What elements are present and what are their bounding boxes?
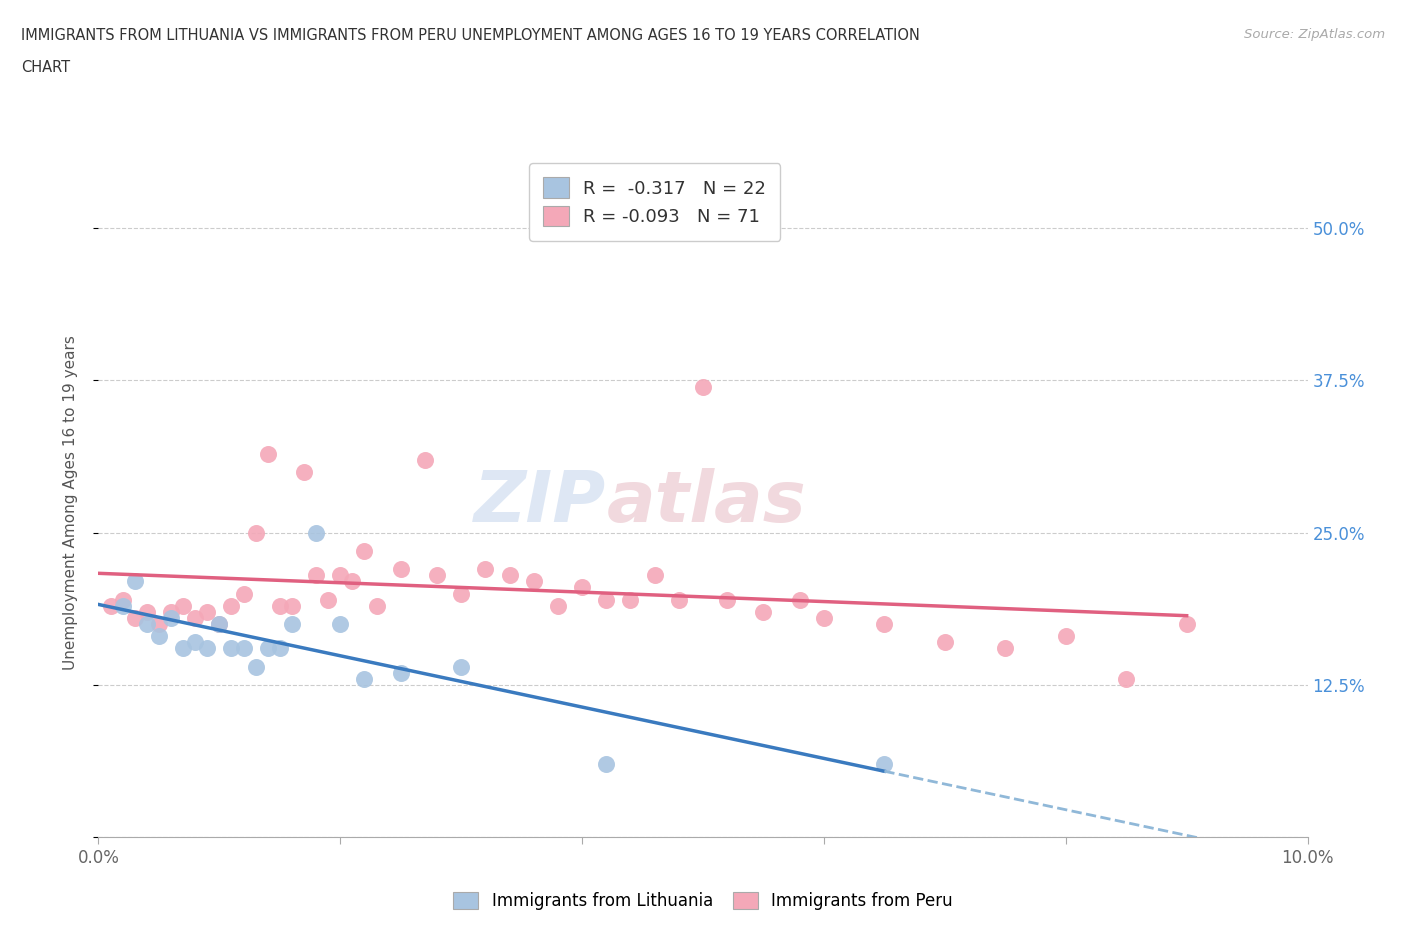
- Point: [873, 617, 896, 631]
- Point: [329, 568, 352, 583]
- Point: [366, 598, 388, 613]
- Point: [342, 574, 364, 589]
- Point: [135, 617, 157, 631]
- Point: [124, 574, 146, 589]
- Point: [523, 574, 546, 589]
- Point: [172, 641, 194, 656]
- Y-axis label: Unemployment Among Ages 16 to 19 years: Unemployment Among Ages 16 to 19 years: [63, 335, 77, 670]
- Point: [353, 671, 375, 686]
- Point: [329, 617, 352, 631]
- Point: [256, 446, 278, 461]
- Point: [232, 586, 254, 601]
- Point: [668, 592, 690, 607]
- Point: [389, 562, 412, 577]
- Point: [994, 641, 1017, 656]
- Point: [269, 641, 291, 656]
- Point: [281, 617, 304, 631]
- Point: [450, 659, 472, 674]
- Point: [450, 586, 472, 601]
- Point: [1175, 617, 1198, 631]
- Point: [160, 604, 183, 619]
- Legend: R =  -0.317   N = 22, R = -0.093   N = 71: R = -0.317 N = 22, R = -0.093 N = 71: [529, 163, 780, 241]
- Point: [413, 452, 436, 467]
- Point: [1054, 629, 1077, 644]
- Point: [813, 610, 835, 625]
- Point: [111, 598, 134, 613]
- Point: [221, 598, 243, 613]
- Point: [184, 635, 207, 650]
- Point: [595, 756, 617, 771]
- Point: [124, 610, 146, 625]
- Point: [305, 568, 328, 583]
- Point: [644, 568, 666, 583]
- Point: [547, 598, 569, 613]
- Legend: Immigrants from Lithuania, Immigrants from Peru: Immigrants from Lithuania, Immigrants fr…: [447, 885, 959, 917]
- Point: [692, 379, 714, 394]
- Point: [619, 592, 641, 607]
- Point: [316, 592, 339, 607]
- Text: CHART: CHART: [21, 60, 70, 75]
- Point: [752, 604, 775, 619]
- Point: [571, 580, 593, 595]
- Point: [934, 635, 956, 650]
- Point: [245, 659, 267, 674]
- Text: IMMIGRANTS FROM LITHUANIA VS IMMIGRANTS FROM PERU UNEMPLOYMENT AMONG AGES 16 TO : IMMIGRANTS FROM LITHUANIA VS IMMIGRANTS …: [21, 28, 920, 43]
- Point: [474, 562, 496, 577]
- Point: [789, 592, 811, 607]
- Point: [281, 598, 304, 613]
- Point: [184, 610, 207, 625]
- Point: [256, 641, 278, 656]
- Point: [1115, 671, 1137, 686]
- Point: [195, 641, 218, 656]
- Point: [292, 464, 315, 479]
- Point: [111, 592, 134, 607]
- Point: [195, 604, 218, 619]
- Point: [172, 598, 194, 613]
- Point: [135, 604, 157, 619]
- Text: atlas: atlas: [606, 468, 806, 537]
- Point: [148, 617, 170, 631]
- Point: [389, 665, 412, 680]
- Point: [232, 641, 254, 656]
- Point: [221, 641, 243, 656]
- Text: ZIP: ZIP: [474, 468, 606, 537]
- Point: [873, 756, 896, 771]
- Point: [426, 568, 449, 583]
- Point: [208, 617, 231, 631]
- Point: [208, 617, 231, 631]
- Point: [100, 598, 122, 613]
- Text: Source: ZipAtlas.com: Source: ZipAtlas.com: [1244, 28, 1385, 41]
- Point: [148, 629, 170, 644]
- Point: [716, 592, 738, 607]
- Point: [245, 525, 267, 540]
- Point: [595, 592, 617, 607]
- Point: [269, 598, 291, 613]
- Point: [160, 610, 183, 625]
- Point: [353, 543, 375, 558]
- Point: [498, 568, 520, 583]
- Point: [305, 525, 328, 540]
